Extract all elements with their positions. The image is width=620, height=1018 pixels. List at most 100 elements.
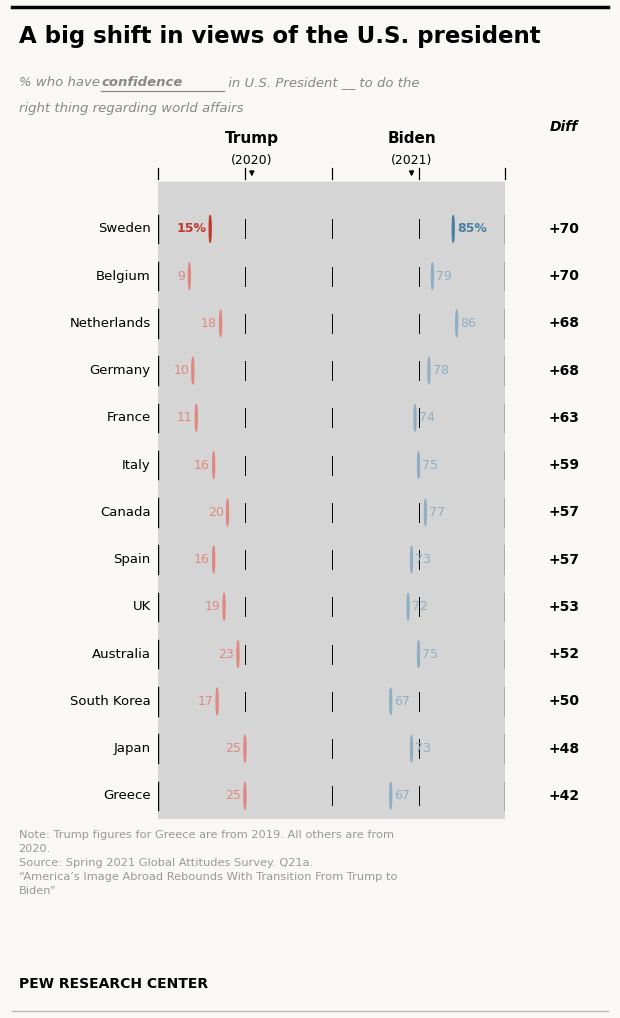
FancyBboxPatch shape — [156, 276, 508, 371]
Circle shape — [452, 216, 454, 242]
Text: +48: +48 — [548, 742, 579, 755]
Text: 16: 16 — [194, 553, 210, 566]
Text: +52: +52 — [548, 647, 579, 661]
Text: Australia: Australia — [92, 647, 151, 661]
FancyBboxPatch shape — [156, 655, 508, 748]
Text: UK: UK — [133, 601, 151, 614]
Circle shape — [223, 593, 225, 620]
Text: +59: +59 — [548, 458, 579, 472]
Text: 19: 19 — [205, 601, 220, 614]
Text: Japan: Japan — [113, 742, 151, 755]
Text: 23: 23 — [218, 647, 234, 661]
Text: France: France — [107, 411, 151, 425]
FancyBboxPatch shape — [156, 181, 508, 276]
Circle shape — [219, 310, 221, 337]
Text: 73: 73 — [415, 742, 431, 755]
Text: 11: 11 — [177, 411, 193, 425]
FancyBboxPatch shape — [156, 324, 508, 417]
Text: 9: 9 — [178, 270, 185, 283]
FancyBboxPatch shape — [156, 417, 508, 512]
Text: +70: +70 — [548, 222, 579, 236]
Circle shape — [407, 593, 409, 620]
FancyBboxPatch shape — [156, 512, 508, 607]
Circle shape — [209, 216, 211, 242]
FancyBboxPatch shape — [156, 465, 508, 560]
Circle shape — [410, 547, 412, 573]
Text: 15%: 15% — [177, 222, 206, 235]
Text: Diff: Diff — [549, 120, 578, 134]
Circle shape — [188, 263, 190, 289]
Circle shape — [425, 499, 427, 525]
Text: Trump: Trump — [225, 131, 279, 147]
Text: in U.S. President __ to do the: in U.S. President __ to do the — [224, 76, 420, 90]
FancyBboxPatch shape — [156, 607, 508, 701]
Text: 18: 18 — [201, 317, 217, 330]
Text: Canada: Canada — [100, 506, 151, 519]
Circle shape — [432, 263, 433, 289]
Circle shape — [244, 735, 246, 761]
Text: +57: +57 — [548, 505, 579, 519]
Circle shape — [428, 357, 430, 384]
Text: +70: +70 — [548, 269, 579, 283]
Text: Italy: Italy — [122, 459, 151, 471]
Text: (2021): (2021) — [391, 155, 432, 167]
Text: 78: 78 — [433, 364, 449, 377]
Circle shape — [237, 641, 239, 668]
Text: Spain: Spain — [113, 553, 151, 566]
Text: (2020): (2020) — [231, 155, 273, 167]
Text: Greece: Greece — [103, 789, 151, 802]
Text: 25: 25 — [225, 742, 241, 755]
Text: South Korea: South Korea — [70, 695, 151, 708]
Text: PEW RESEARCH CENTER: PEW RESEARCH CENTER — [19, 977, 208, 992]
Circle shape — [390, 783, 392, 809]
Text: 72: 72 — [412, 601, 428, 614]
Text: 25: 25 — [225, 789, 241, 802]
Text: 17: 17 — [198, 695, 213, 708]
Text: +53: +53 — [548, 600, 579, 614]
Text: 16: 16 — [194, 459, 210, 471]
Text: Germany: Germany — [90, 364, 151, 377]
Circle shape — [192, 357, 194, 384]
Text: confidence: confidence — [101, 76, 182, 90]
Text: 75: 75 — [422, 459, 438, 471]
Text: right thing regarding world affairs: right thing regarding world affairs — [19, 102, 243, 115]
Text: Note: Trump figures for Greece are from 2019. All others are from
2020.
Source: : Note: Trump figures for Greece are from … — [19, 830, 397, 896]
Text: +50: +50 — [548, 694, 579, 709]
Text: 67: 67 — [394, 695, 410, 708]
Text: +42: +42 — [548, 789, 579, 803]
Text: 20: 20 — [208, 506, 224, 519]
Circle shape — [410, 735, 412, 761]
FancyBboxPatch shape — [156, 701, 508, 796]
Text: A big shift in views of the U.S. president: A big shift in views of the U.S. preside… — [19, 25, 540, 49]
Text: 67: 67 — [394, 789, 410, 802]
Text: Belgium: Belgium — [96, 270, 151, 283]
Text: +68: +68 — [548, 317, 579, 331]
Text: 75: 75 — [422, 647, 438, 661]
Circle shape — [226, 499, 229, 525]
Text: +57: +57 — [548, 553, 579, 567]
Circle shape — [390, 688, 392, 715]
Text: Sweden: Sweden — [98, 222, 151, 235]
Text: +63: +63 — [548, 411, 579, 425]
Circle shape — [244, 783, 246, 809]
FancyBboxPatch shape — [156, 229, 508, 324]
FancyBboxPatch shape — [156, 560, 508, 655]
Text: 74: 74 — [418, 411, 435, 425]
Circle shape — [195, 404, 197, 431]
FancyBboxPatch shape — [156, 371, 508, 465]
Circle shape — [213, 452, 215, 478]
Text: 86: 86 — [461, 317, 476, 330]
Circle shape — [414, 404, 416, 431]
Text: 79: 79 — [436, 270, 452, 283]
Circle shape — [213, 547, 215, 573]
Circle shape — [216, 688, 218, 715]
Circle shape — [417, 452, 420, 478]
FancyBboxPatch shape — [156, 748, 508, 843]
Circle shape — [456, 310, 458, 337]
Text: 73: 73 — [415, 553, 431, 566]
Text: 10: 10 — [173, 364, 189, 377]
Text: 85%: 85% — [457, 222, 487, 235]
Text: Netherlands: Netherlands — [69, 317, 151, 330]
Text: Biden: Biden — [387, 131, 436, 147]
Circle shape — [417, 641, 420, 668]
